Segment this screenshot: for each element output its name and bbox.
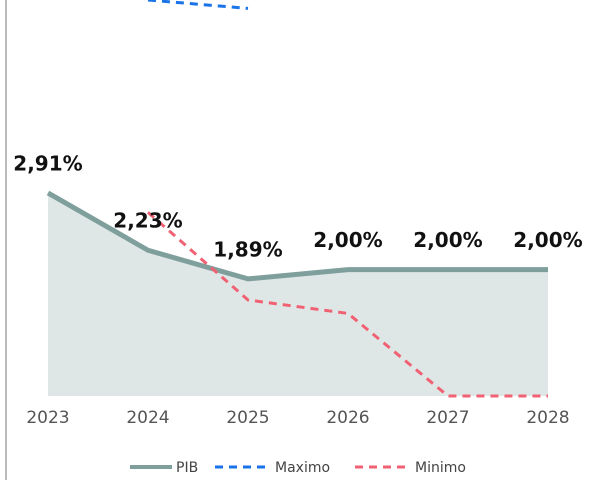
data-label: 2,00% [313,228,382,252]
plot-area [46,0,548,398]
labels: 2023 2024 2025 2026 2027 2028 2,91% 2,23% 1,89% 2… [13,151,582,476]
x-tick-label: 2028 [526,408,569,428]
series-line [147,211,548,398]
data-label: 2,00% [513,228,582,252]
series-line [147,0,249,10]
legend-label: Minimo [415,460,466,476]
x-tick-label: 2025 [226,408,269,428]
legend-label: Maximo [275,460,330,476]
x-tick-label: 2023 [26,408,69,428]
data-label: 2,91% [13,151,82,175]
legend-label: PIB [176,460,198,476]
series-line [46,190,548,282]
area [48,192,548,396]
data-label: 1,89% [213,237,282,261]
x-tick-label: 2026 [326,408,369,428]
x-tick-label: 2024 [126,408,169,428]
x-tick-label: 2027 [426,408,469,428]
data-label: 2,23% [113,209,182,233]
data-label: 2,00% [413,228,482,252]
